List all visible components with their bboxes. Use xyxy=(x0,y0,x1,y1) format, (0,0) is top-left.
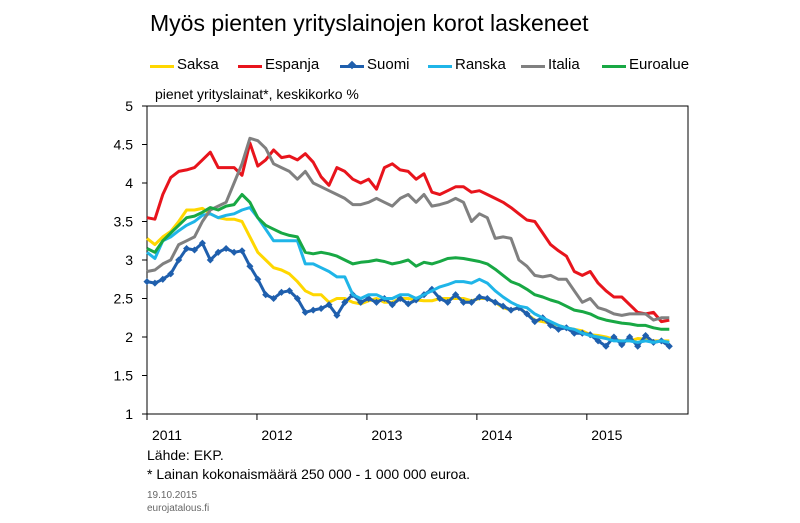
series-point-suomi xyxy=(642,331,650,340)
series-point-suomi xyxy=(246,262,254,270)
series-point-suomi xyxy=(341,298,349,306)
series-point-suomi xyxy=(238,247,246,255)
series-point-suomi xyxy=(491,298,499,306)
legend-label-suomi: Suomi xyxy=(367,56,410,73)
series-point-suomi xyxy=(507,306,515,314)
series-point-suomi xyxy=(444,298,452,306)
series-point-suomi xyxy=(167,270,175,278)
series-point-suomi xyxy=(206,256,214,264)
series-point-suomi xyxy=(143,278,151,286)
series-point-suomi xyxy=(610,333,618,341)
y-tick-label: 2 xyxy=(125,329,133,345)
publication-date: 19.10.2015 xyxy=(147,490,198,501)
source-note: Lähde: EKP. xyxy=(147,447,224,463)
series-point-suomi xyxy=(618,341,626,349)
series-point-suomi xyxy=(151,279,159,287)
series-point-suomi xyxy=(499,302,507,310)
y-tick-label: 2.5 xyxy=(114,291,134,307)
x-tick-label: 2015 xyxy=(591,427,622,443)
series-point-suomi xyxy=(531,318,539,326)
y-tick-label: 4 xyxy=(125,175,133,191)
y-tick-label: 5 xyxy=(125,98,133,114)
legend-label-espanja: Espanja xyxy=(265,56,320,73)
y-tick-label: 1 xyxy=(125,406,133,422)
legend-label-italia: Italia xyxy=(548,56,580,73)
series-point-suomi xyxy=(467,298,476,306)
series-point-suomi xyxy=(594,337,602,345)
series-point-suomi xyxy=(357,298,365,306)
legend-label-euroalue: Euroalue xyxy=(629,56,690,73)
legend-label-saksa: Saksa xyxy=(177,56,219,73)
series-point-suomi xyxy=(325,301,333,309)
legend-swatch-italia xyxy=(521,65,545,68)
legend-label-ranska: Ranska xyxy=(455,56,506,73)
legend-swatch-euroalue xyxy=(602,65,626,68)
legend-swatch-espanja xyxy=(238,65,262,68)
x-tick-label: 2011 xyxy=(152,427,182,443)
series-point-suomi xyxy=(293,294,301,303)
series-point-suomi xyxy=(554,325,563,333)
series-point-suomi xyxy=(190,246,199,254)
series-point-suomi xyxy=(475,293,483,301)
series-point-suomi xyxy=(483,294,491,303)
chart-axes xyxy=(142,105,689,420)
series-point-suomi xyxy=(333,311,341,319)
series-point-suomi xyxy=(459,298,468,306)
plot-frame xyxy=(146,105,689,415)
series-point-suomi xyxy=(602,342,610,350)
chart-title: Myös pienten yrityslainojen korot lasken… xyxy=(150,10,589,36)
y-tick-label: 3.5 xyxy=(114,214,134,230)
series-point-suomi xyxy=(301,308,309,316)
series-point-suomi xyxy=(270,294,278,303)
series-point-suomi xyxy=(175,256,183,264)
series-point-suomi xyxy=(159,275,167,283)
series-point-suomi xyxy=(372,298,381,306)
series-point-suomi xyxy=(222,244,230,253)
series-point-suomi xyxy=(183,244,191,253)
footnote: * Lainan kokonaismäärä 250 000 - 1 000 0… xyxy=(147,466,471,482)
series-point-suomi xyxy=(523,310,531,318)
series-point-suomi xyxy=(285,287,293,295)
series-point-suomi xyxy=(262,291,270,299)
series-point-suomi xyxy=(277,288,286,296)
series-point-suomi xyxy=(214,248,222,256)
series-point-suomi xyxy=(388,301,396,309)
series-point-suomi xyxy=(452,291,460,299)
series-point-suomi xyxy=(436,294,444,303)
x-tick-label: 2014 xyxy=(481,427,512,443)
y-tick-label: 1.5 xyxy=(114,368,134,384)
chart-subtitle: pienet yrityslainat*, keskikorko % xyxy=(155,86,359,102)
series-point-suomi xyxy=(404,300,412,308)
series-point-suomi xyxy=(309,306,317,314)
chart-series xyxy=(143,136,673,350)
series-point-suomi xyxy=(198,239,206,247)
series-line-ranska xyxy=(146,206,670,344)
legend-swatch-ranska xyxy=(428,65,452,68)
series-line-italia xyxy=(146,136,670,322)
site-name: eurojatalous.fi xyxy=(147,503,210,514)
series-point-suomi xyxy=(230,248,238,256)
x-tick-label: 2012 xyxy=(261,427,292,443)
legend-swatch-saksa xyxy=(150,65,174,68)
series-line-espanja xyxy=(146,141,670,324)
series-line-euroalue xyxy=(146,193,670,331)
series-point-suomi xyxy=(626,333,634,341)
y-tick-label: 4.5 xyxy=(114,137,134,153)
chart-tick-labels: 1 1.5 2 2.5 3 3.5 4 4.5 5 2011 2012 2013 2014 2015 xyxy=(114,98,623,443)
x-tick-label: 2013 xyxy=(371,427,402,443)
y-tick-label: 3 xyxy=(125,252,133,268)
series-point-suomi xyxy=(665,342,673,350)
series-point-suomi xyxy=(317,304,325,313)
series-point-suomi xyxy=(634,342,642,350)
